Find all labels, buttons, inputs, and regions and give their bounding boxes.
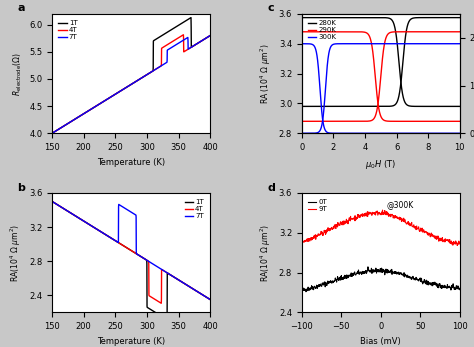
7T (158, 64, 164, 68)
7T (119, 88, 125, 92)
4T (119, 243, 125, 247)
Text: b: b (18, 183, 25, 193)
7T (49, 131, 55, 135)
Text: c: c (267, 3, 273, 14)
Y-axis label: RA ($10^4\ \Omega\ \mu$m$^2$): RA ($10^4\ \Omega\ \mu$m$^2$) (259, 43, 273, 104)
7T (113, 92, 119, 96)
X-axis label: Bias (mV): Bias (mV) (360, 337, 401, 346)
0T (454, 285, 459, 289)
4T (158, 301, 164, 305)
4T (113, 239, 119, 243)
X-axis label: $\mu_0H$ (T): $\mu_0H$ (T) (365, 158, 396, 170)
9T (374, 210, 380, 214)
9T (375, 213, 381, 217)
1T (65, 209, 71, 213)
4T (49, 200, 55, 204)
1T (65, 121, 71, 125)
Legend: 0T, 9T: 0T, 9T (305, 196, 330, 215)
Legend: 1T, 4T, 7T: 1T, 4T, 7T (55, 17, 80, 43)
0T (457, 288, 463, 292)
7T (119, 204, 125, 208)
7T (173, 43, 178, 47)
7T (65, 209, 71, 213)
Text: @300K: @300K (386, 200, 413, 209)
4T (175, 278, 181, 282)
1T (119, 88, 125, 92)
0T (374, 268, 380, 272)
Line: 7T: 7T (52, 36, 210, 133)
4T (181, 33, 186, 37)
X-axis label: Temperature (K): Temperature (K) (97, 337, 165, 346)
7T (207, 34, 213, 38)
4T (49, 131, 55, 135)
9T (457, 240, 463, 245)
1T (175, 278, 181, 282)
9T (380, 208, 385, 212)
4T (207, 297, 213, 302)
0T (303, 290, 309, 294)
1T (158, 314, 164, 318)
1T (207, 34, 213, 38)
4T (173, 37, 178, 42)
9T (455, 243, 460, 247)
1T (113, 92, 119, 96)
1T (113, 239, 119, 243)
7T (65, 121, 71, 125)
1T (188, 16, 194, 20)
4T (113, 92, 119, 96)
4T (119, 88, 125, 92)
7T (158, 267, 164, 271)
1T (49, 200, 55, 204)
X-axis label: Temperature (K): Temperature (K) (97, 158, 165, 167)
1T (164, 318, 170, 322)
1T (49, 131, 55, 135)
7T (175, 41, 181, 45)
9T (454, 241, 459, 245)
Line: 1T: 1T (52, 202, 210, 320)
Line: 0T: 0T (302, 267, 460, 292)
4T (175, 36, 181, 40)
Y-axis label: $R_{\rm electrode}$($\Omega$): $R_{\rm electrode}$($\Omega$) (11, 52, 24, 95)
7T (207, 297, 213, 302)
1T (207, 297, 213, 302)
0T (385, 268, 391, 272)
Line: 1T: 1T (52, 18, 210, 133)
Y-axis label: RA($10^4\ \Omega\ \mu$m$^2$): RA($10^4\ \Omega\ \mu$m$^2$) (9, 223, 24, 282)
7T (113, 239, 119, 243)
Line: 9T: 9T (302, 210, 460, 245)
Line: 4T: 4T (52, 35, 210, 133)
7T (49, 200, 55, 204)
Text: a: a (18, 3, 25, 14)
7T (173, 276, 178, 280)
4T (173, 276, 178, 280)
7T (175, 278, 181, 282)
Legend: 280K, 290K, 300K: 280K, 290K, 300K (305, 17, 339, 43)
Line: 4T: 4T (52, 202, 210, 303)
4T (158, 64, 164, 68)
9T (385, 213, 391, 217)
0T (375, 268, 381, 272)
9T (299, 239, 305, 243)
4T (65, 121, 71, 125)
1T (173, 276, 178, 280)
Line: 7T: 7T (52, 202, 210, 299)
Legend: 1T, 4T, 7T: 1T, 4T, 7T (182, 196, 207, 222)
9T (393, 215, 399, 219)
1T (119, 243, 125, 247)
0T (393, 270, 399, 274)
4T (158, 301, 164, 305)
1T (175, 23, 181, 27)
9T (429, 234, 435, 238)
1T (158, 34, 164, 39)
Y-axis label: RA($10^4\ \Omega\ \mu$m$^2$): RA($10^4\ \Omega\ \mu$m$^2$) (259, 223, 273, 282)
0T (299, 288, 305, 292)
4T (65, 209, 71, 213)
0T (365, 265, 371, 269)
Text: d: d (267, 183, 275, 193)
0T (429, 283, 435, 287)
1T (173, 25, 178, 29)
4T (207, 34, 213, 38)
